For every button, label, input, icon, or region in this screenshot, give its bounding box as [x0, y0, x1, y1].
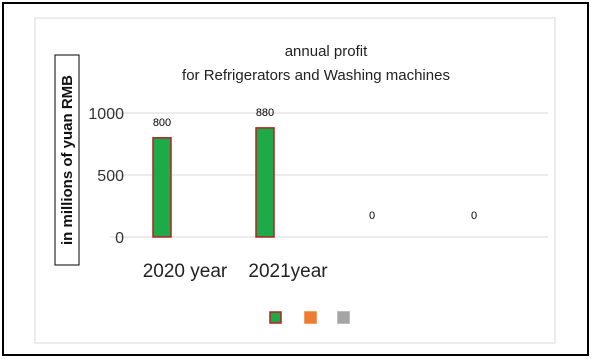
category-labels: 2020 year 2021year	[143, 261, 329, 282]
data-label: 0	[369, 210, 375, 222]
bars	[152, 127, 275, 238]
category-label: 2021year	[248, 261, 328, 282]
chart-subtitle: for Refrigerators and Washing machines	[182, 67, 450, 84]
category-label: 2020 year	[143, 261, 228, 282]
gridlines	[110, 112, 548, 238]
data-labels: 800 880 0 0	[153, 107, 477, 222]
data-label: 800	[153, 117, 171, 129]
chart-title: annual profit	[285, 43, 368, 60]
legend-swatch	[269, 311, 282, 324]
legend-swatch	[304, 311, 317, 324]
y-axis-label: in millions of yuan RMB	[59, 75, 76, 245]
y-tick-label: 0	[115, 230, 124, 247]
y-tick-label: 1000	[88, 106, 124, 123]
data-label: 0	[471, 210, 477, 222]
bar	[255, 127, 275, 238]
legend-swatch	[337, 311, 350, 324]
y-tick-labels: 0 500 1000	[88, 106, 124, 247]
chart-frame	[2, 2, 589, 356]
data-label: 880	[256, 107, 274, 119]
plot-area-border	[34, 17, 556, 344]
bar	[152, 137, 172, 238]
y-tick-label: 500	[97, 168, 124, 185]
legend	[269, 311, 350, 324]
y-axis-label-box	[54, 54, 80, 266]
